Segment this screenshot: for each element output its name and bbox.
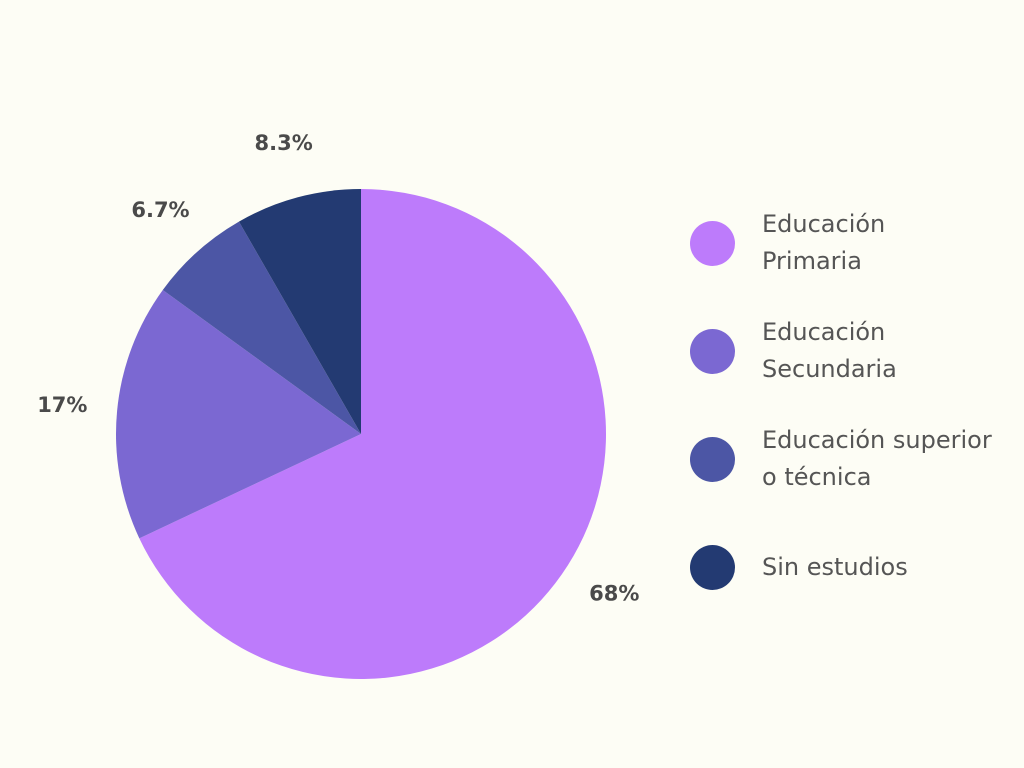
pie-label-educacion-superior: 6.7% [131, 198, 189, 222]
pie-slice-educacion-secundaria [116, 289, 362, 539]
legend-swatch-educacion-secundaria [690, 328, 735, 374]
pie-label-educacion-primaria: 68% [589, 582, 639, 606]
legend-label-educacion-primaria: Educación Primaria [762, 210, 886, 275]
legend-item-educacion-secundaria: Educación Secundaria [690, 313, 1020, 389]
pie-label-sin-estudios: 8.3% [255, 131, 313, 155]
pie-slice-sin-estudios [238, 189, 361, 434]
legend-swatch-sin-estudios [690, 544, 735, 590]
legend-label-educacion-secundaria: Educación Secundaria [762, 318, 897, 383]
legend-label-sin-estudios: Sin estudios [762, 552, 908, 581]
chart-legend: Educación Primaria Educación Secundaria … [690, 205, 1020, 637]
pie-percentage-labels: 68% 17% 6.7% 8.3% [37, 131, 639, 606]
pie-slice-educacion-primaria [139, 189, 606, 679]
legend-item-educacion-primaria: Educación Primaria [690, 205, 1020, 281]
pie-slices [116, 189, 606, 679]
legend-swatch-educacion-superior [690, 436, 735, 482]
legend-label-educacion-superior: Educación superior o técnica [762, 426, 992, 491]
pie-label-educacion-secundaria: 17% [37, 393, 87, 417]
legend-item-sin-estudios: Sin estudios [690, 529, 1020, 605]
legend-swatch-educacion-primaria [690, 220, 735, 266]
pie-slice-educacion-superior [162, 221, 361, 434]
legend-item-educacion-superior: Educación superior o técnica [690, 421, 1020, 497]
